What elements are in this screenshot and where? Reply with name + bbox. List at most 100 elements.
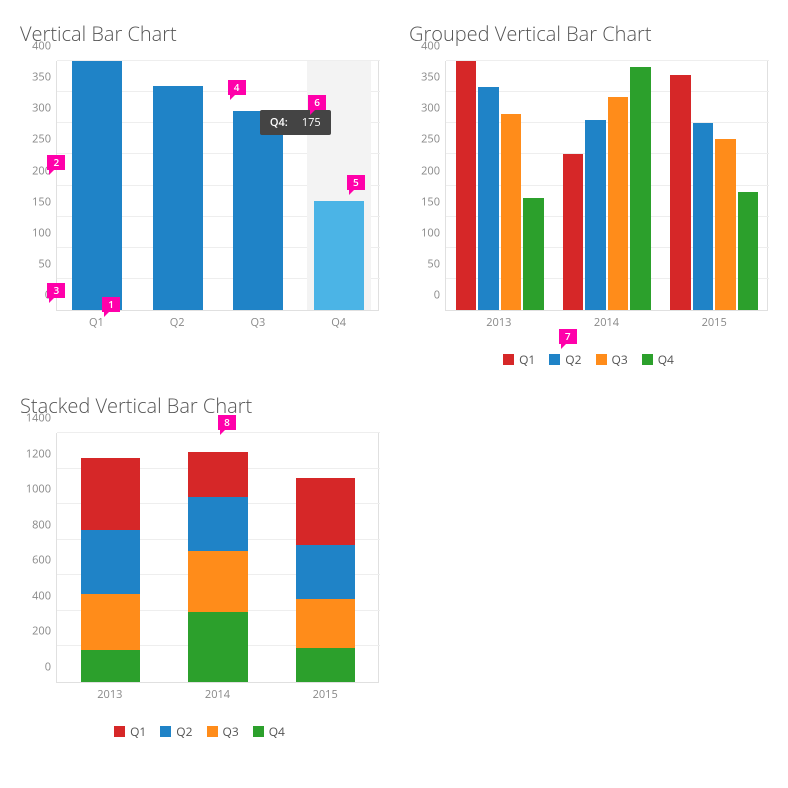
bar[interactable]: [585, 120, 606, 310]
stack-segment: [81, 650, 140, 682]
bar[interactable]: [501, 114, 522, 310]
bar[interactable]: [670, 75, 691, 310]
bar[interactable]: [693, 123, 714, 310]
y-tick-label: 50: [427, 256, 446, 271]
stack-segment: [188, 452, 247, 497]
bar[interactable]: [630, 67, 651, 310]
bar[interactable]: [153, 86, 203, 310]
legend-label: Q3: [223, 723, 239, 740]
tooltip: Q4:175: [260, 110, 331, 135]
bar-slot: [138, 61, 219, 310]
bar-slot: [553, 61, 660, 310]
legend-item[interactable]: Q3: [596, 351, 628, 368]
legend-swatch: [549, 354, 560, 365]
annotation-pin[interactable]: 6: [308, 95, 326, 110]
stacked-bar[interactable]: [188, 452, 247, 682]
legend-label: Q2: [176, 723, 192, 740]
chart-card: Grouped Vertical Bar Chart05010015020025…: [409, 20, 768, 368]
y-tick-label: 1200: [26, 446, 57, 461]
bar[interactable]: [608, 97, 629, 310]
bar[interactable]: [478, 87, 499, 310]
x-tick-label: Q4: [298, 315, 379, 330]
bar[interactable]: [314, 201, 364, 310]
y-tick-label: 200: [32, 624, 57, 639]
legend-swatch: [207, 726, 218, 737]
y-tick-label: 200: [421, 163, 446, 178]
legend-item[interactable]: Q3: [207, 723, 239, 740]
stack-segment: [296, 545, 355, 599]
legend-swatch: [642, 354, 653, 365]
bar-slot: [446, 61, 553, 310]
y-tick-label: 350: [32, 70, 57, 85]
bars-row: [57, 61, 379, 310]
bars-row: [57, 433, 379, 682]
annotation-pin[interactable]: 2: [47, 155, 65, 170]
y-tick-label: 1000: [26, 482, 57, 497]
bar-group: [563, 61, 651, 310]
bar-slot: [164, 433, 271, 682]
chart-area: 02004006008001000120014008201320142015: [20, 433, 379, 701]
legend-item[interactable]: Q4: [642, 351, 674, 368]
stack-segment: [296, 599, 355, 648]
stack-segment: [81, 594, 140, 650]
y-tick-label: 400: [32, 588, 57, 603]
chart-card: Stacked Vertical Bar Chart02004006008001…: [20, 392, 379, 740]
y-tick-label: 250: [421, 132, 446, 147]
annotation-pin[interactable]: 3: [47, 283, 65, 298]
annotation-pin[interactable]: 8: [218, 415, 236, 430]
bar-slot: [57, 433, 164, 682]
bar[interactable]: [738, 192, 759, 310]
chart-title: Stacked Vertical Bar Chart: [20, 392, 379, 419]
legend-label: Q4: [658, 351, 674, 368]
legend-label: Q4: [269, 723, 285, 740]
bar[interactable]: [72, 61, 122, 310]
y-tick-label: 300: [421, 101, 446, 116]
chart-area: 0501001502002503003504007201320142015: [409, 61, 768, 329]
legend-item[interactable]: Q2: [160, 723, 192, 740]
chart-title: Grouped Vertical Bar Chart: [409, 20, 768, 47]
y-tick-label: 100: [421, 225, 446, 240]
bar[interactable]: [456, 61, 477, 310]
x-tick-label: Q3: [218, 315, 299, 330]
bar-group: [456, 61, 544, 310]
x-tick-label: 2014: [164, 687, 272, 702]
y-tick-label: 100: [32, 225, 57, 240]
annotation-pin[interactable]: 4: [228, 80, 246, 95]
x-tick-label: 2015: [660, 315, 768, 330]
tooltip-label: Q4:: [270, 115, 288, 130]
chart-card: Vertical Bar Chart0501001502002503003504…: [20, 20, 379, 368]
bar-slot: [661, 61, 768, 310]
legend-label: Q1: [519, 351, 535, 368]
y-tick-label: 350: [421, 70, 446, 85]
stacked-bar[interactable]: [81, 458, 140, 682]
legend-item[interactable]: Q4: [253, 723, 285, 740]
chart-area: 050100150200250300350400Q4:175123456Q1Q2…: [20, 61, 379, 329]
bar[interactable]: [523, 198, 544, 310]
stack-segment: [81, 530, 140, 594]
annotation-pin[interactable]: 5: [347, 175, 365, 190]
chart-plot: 050100150200250300350400Q4:175123456: [56, 61, 379, 311]
legend-swatch: [503, 354, 514, 365]
x-axis: 201320142015: [56, 687, 379, 702]
legend-swatch: [160, 726, 171, 737]
chart-title: Vertical Bar Chart: [20, 20, 379, 47]
legend-item[interactable]: Q1: [114, 723, 146, 740]
legend-item[interactable]: Q2: [549, 351, 581, 368]
y-tick-label: 0: [434, 288, 446, 303]
bar[interactable]: [233, 111, 283, 310]
legend-item[interactable]: Q1: [503, 351, 535, 368]
stack-segment: [296, 648, 355, 682]
legend-label: Q3: [612, 351, 628, 368]
annotation-pin[interactable]: 1: [102, 297, 120, 312]
stack-segment: [188, 497, 247, 551]
stacked-bar[interactable]: [296, 478, 355, 682]
x-tick-label: Q1: [56, 315, 137, 330]
x-tick-label: 2014: [553, 315, 661, 330]
y-tick-label: 800: [32, 517, 57, 532]
bars-row: [446, 61, 768, 310]
y-tick-label: 600: [32, 553, 57, 568]
legend-swatch: [114, 726, 125, 737]
annotation-pin[interactable]: 7: [559, 329, 577, 344]
bar[interactable]: [563, 154, 584, 310]
bar[interactable]: [715, 139, 736, 310]
